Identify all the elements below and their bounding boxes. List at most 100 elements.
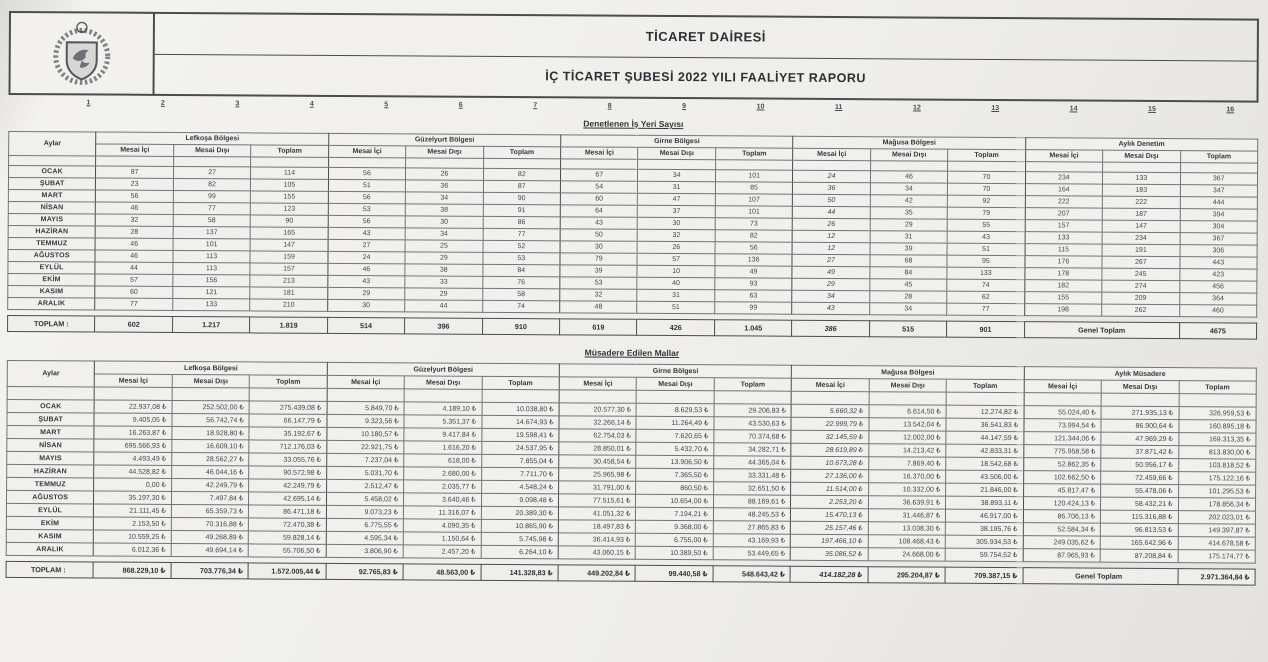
ruler-number: 14: [1069, 105, 1078, 113]
table-cell: 178.856,34 ₺: [1178, 497, 1256, 512]
table-cell: 44.147,59 ₺: [946, 431, 1024, 445]
month-label: TEMMUZ: [6, 477, 95, 491]
table-cell: 76: [482, 276, 560, 289]
table-cell: 156: [172, 274, 251, 287]
table-cell: 443: [1179, 256, 1258, 270]
spacer-cell: [870, 160, 948, 172]
table-cell: 182: [1024, 279, 1102, 293]
ruler-number: 9: [682, 103, 687, 111]
ruler-number: 1: [86, 99, 91, 107]
total-cell: 1.572.005,44 ₺: [248, 562, 326, 580]
month-label: MART: [6, 425, 95, 439]
table-cell: 86.900,64 ₺: [1101, 419, 1179, 433]
total-cell: 602: [94, 315, 173, 333]
table-cell: 90: [482, 192, 561, 205]
month-label: KASIM: [6, 529, 94, 543]
table-cell: 133: [947, 267, 1025, 280]
table-cell: 79: [560, 252, 638, 266]
table-cell: 5.031,70 ₺: [326, 466, 404, 480]
table-cell: 55: [947, 219, 1025, 232]
table-cell: 43: [327, 227, 406, 240]
table-cell: 202.023,01 ₺: [1177, 510, 1256, 525]
subcolumn-header: Mesai İçi: [792, 148, 871, 161]
grand-total-label: Genel Toplam: [1022, 567, 1178, 585]
table-cell: 7.237,04 ₺: [326, 453, 404, 467]
ruler-number: 4: [309, 100, 314, 108]
table-cell: 114: [250, 166, 329, 180]
table-cell: 10.559,25 ₺: [93, 529, 172, 544]
spacer-cell: [792, 160, 871, 171]
table-cell: 31.446,87 ₺: [868, 508, 946, 523]
table-cell: 36.541,83 ₺: [946, 418, 1024, 432]
ruler-number: 6: [458, 101, 463, 109]
table-cell: 58: [173, 214, 251, 227]
table-cell: 53.449,65 ₺: [713, 546, 791, 561]
emblem-icon: [53, 21, 111, 85]
table-cell: 169.313,35 ₺: [1178, 432, 1256, 447]
table-cell: 66.147,79 ₺: [249, 413, 327, 428]
table-cell: 20.577,30 ₺: [559, 402, 637, 417]
table-cell: 70: [947, 171, 1026, 184]
total-cell: 548.643,42 ₺: [712, 565, 791, 583]
table-cell: 46.044,16 ₺: [171, 465, 250, 479]
table-cell: 3.806,90 ₺: [325, 544, 404, 558]
table-cell: 36.414,93 ₺: [558, 532, 636, 547]
title-box: TİCARET DAİRESİ İÇ TİCARET ŞUBESİ 2022 Y…: [154, 11, 1259, 103]
table-cell: 43: [327, 275, 406, 288]
table-cell: 149.397,87 ₺: [1177, 523, 1256, 538]
table-cell: 36: [792, 182, 871, 195]
table-cell: 57: [95, 273, 173, 287]
spacer-cell: [481, 389, 560, 403]
table-cell: 38.893,11 ₺: [945, 496, 1024, 510]
table-cell: 77: [95, 297, 173, 311]
table-cell: 53: [328, 203, 406, 216]
spacer-cell: [8, 155, 97, 166]
subcolumn-header: Mesai İçi: [1025, 149, 1103, 163]
subcolumn-header: Toplam: [1178, 380, 1257, 395]
table-cell: 165: [250, 226, 328, 240]
table-cell: 22.999,79 ₺: [791, 417, 869, 431]
spacer-cell: [559, 389, 637, 404]
table-cell: 13.906,50 ₺: [636, 455, 714, 469]
spacer-cell: [95, 155, 174, 167]
table-cell: 101.295,53 ₺: [1178, 484, 1256, 499]
spacer-cell: [868, 391, 947, 406]
table-cell: 35: [870, 206, 948, 220]
table-cell: 4.548,24 ₺: [481, 480, 559, 494]
table-cell: 11.514,00 ₺: [790, 482, 869, 496]
table-cell: 5.432,70 ₺: [636, 442, 714, 456]
table-cell: 16.263,87 ₺: [94, 425, 172, 440]
total-cell: 514: [327, 317, 405, 334]
total-cell: 295.204,87 ₺: [867, 566, 946, 584]
table-cell: 123: [250, 202, 329, 216]
table-cell: 165.642,96 ₺: [1100, 536, 1178, 550]
table-cell: 25: [405, 239, 483, 253]
table-cell: 24.537,95 ₺: [481, 441, 559, 455]
table-cell: 107: [715, 193, 793, 207]
ruler-number: 11: [834, 103, 843, 112]
table-cell: 50: [792, 194, 871, 207]
table-cell: 367: [1179, 232, 1258, 246]
spacer-cell: [483, 158, 561, 169]
spacer-cell: [1101, 393, 1179, 407]
table-cell: 42.833,31 ₺: [946, 444, 1024, 458]
spacer-cell: [173, 156, 251, 167]
table-cell: 147: [250, 238, 328, 252]
table-cell: 5.660,32 ₺: [791, 404, 869, 418]
table-cell: 30: [637, 217, 716, 230]
table-cell: 50: [560, 228, 638, 242]
table-cell: 234: [1025, 171, 1103, 185]
subcolumn-header: Toplam: [947, 149, 1026, 162]
table-cell: 15.470,13 ₺: [790, 508, 869, 522]
subcolumn-header: Mesai Dışı: [1101, 380, 1179, 394]
table-cell: 84: [869, 266, 948, 280]
table-cell: 32.145,59 ₺: [791, 430, 869, 444]
table-cell: 42.249,79 ₺: [171, 478, 249, 492]
spacer-cell: [636, 390, 715, 404]
table-cell: 31: [869, 230, 948, 244]
table-cell: 24: [327, 251, 406, 264]
table-cell: 695.566,93 ₺: [94, 438, 172, 453]
table-cell: 7.869,40 ₺: [868, 456, 947, 471]
table-cell: 64: [560, 204, 638, 218]
totals-label: TOPLAM :: [6, 561, 94, 578]
